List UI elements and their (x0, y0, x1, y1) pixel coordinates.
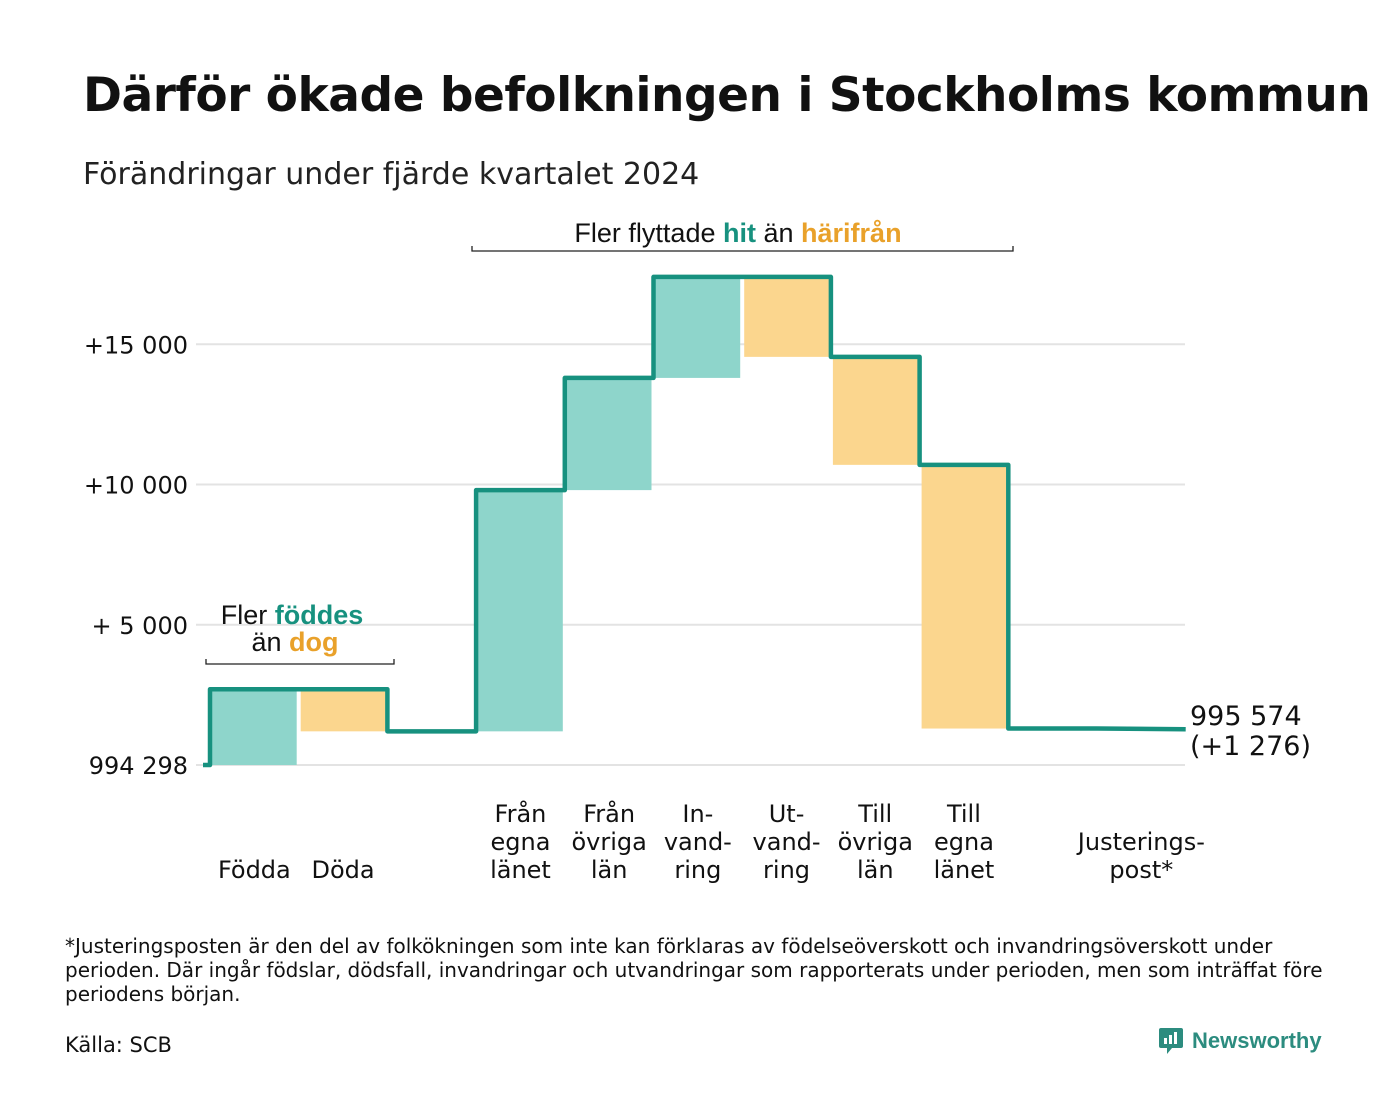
footnote: *Justeringsposten är den del av folkökni… (65, 934, 1323, 1006)
category-label: Från (583, 799, 635, 828)
category-label: egna (934, 828, 994, 856)
chart-bubble-icon (1159, 1028, 1183, 1054)
category-label: övriga (571, 828, 646, 856)
annotation-bracket-natural (205, 659, 395, 665)
waterfall-bar (832, 356, 918, 465)
annotation-natural-line2: än dog (251, 627, 338, 657)
annotation-natural-line1: Fler föddes (221, 600, 364, 630)
y-tick-label: +10 000 (84, 472, 188, 500)
waterfall-bar (566, 377, 652, 491)
category-label: ring (763, 856, 810, 884)
annotation-migration: Fler flyttade hit än härifrån (574, 218, 901, 248)
source-note: Källa: SCB (65, 1033, 172, 1057)
category-label: länet (490, 856, 551, 884)
waterfall-bar (921, 464, 1007, 729)
category-label: län (591, 856, 628, 884)
annotation-bracket-migration (471, 246, 1014, 252)
end-value-label: 995 574 (1190, 701, 1302, 732)
chart-title: Därför ökade befolkningen i Stockholms k… (83, 68, 1371, 123)
waterfall-bar (478, 490, 563, 732)
cumulative-step-line (203, 274, 1186, 768)
y-tick-label: 994 298 (89, 752, 188, 780)
category-label: Till (946, 800, 981, 828)
category-label: länet (934, 856, 995, 884)
category-label: län (857, 856, 894, 884)
waterfall-bar (212, 689, 297, 765)
y-tick-label: +15 000 (84, 331, 188, 359)
category-label: vand- (664, 828, 732, 856)
waterfall-bar (300, 689, 386, 732)
category-label: post* (1109, 856, 1173, 884)
category-label: Till (857, 800, 892, 828)
category-label: Från (495, 799, 547, 828)
y-tick-label: + 5 000 (92, 612, 188, 640)
category-label: In- (682, 800, 713, 828)
category-label: vand- (753, 828, 821, 856)
category-label: Döda (311, 856, 374, 884)
waterfall-bar (655, 276, 741, 378)
category-label: egna (490, 828, 550, 856)
category-label: Ut- (769, 800, 805, 828)
category-label: övriga (838, 828, 913, 856)
category-label: ring (674, 856, 721, 884)
category-label: Födda (218, 856, 291, 884)
waterfall-chart: 994 298 + 5 000 +10 000 +15 000 Födda Döda Frå… (84, 218, 1311, 884)
brand-name: Newsworthy (1192, 1028, 1322, 1053)
chart-subtitle: Förändringar under fjärde kvartalet 2024 (83, 157, 700, 192)
category-label: Justerings- (1076, 828, 1205, 856)
brand-logo: Newsworthy (1158, 1026, 1322, 1056)
waterfall-bar (744, 276, 829, 357)
end-value-label: (+1 276) (1190, 731, 1311, 762)
